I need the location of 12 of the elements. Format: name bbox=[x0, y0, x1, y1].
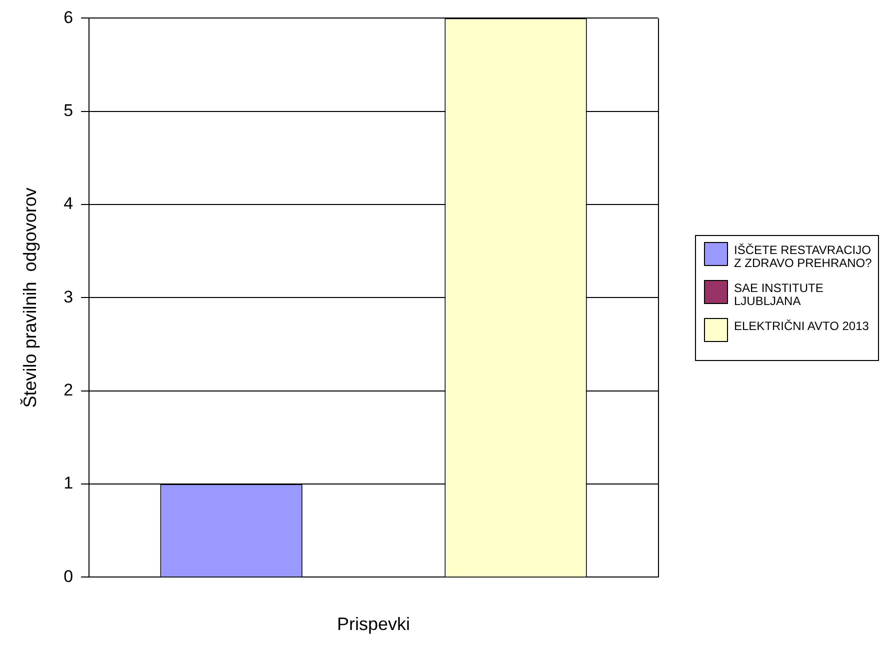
y-tick-label: 0 bbox=[64, 566, 74, 586]
legend-label: ELEKTRIČNI AVTO 2013 bbox=[734, 319, 869, 333]
x-axis-title: Prispevki bbox=[337, 614, 410, 634]
legend-label: IŠČETE RESTAVRACIJO Z ZDRAVO PREHRANO? bbox=[734, 243, 873, 270]
y-axis-title: Število pravilnih odgovorov bbox=[20, 188, 40, 408]
y-tick-label: 1 bbox=[64, 474, 74, 493]
y-tick-label: 5 bbox=[64, 101, 74, 120]
y-tick-label: 2 bbox=[64, 380, 74, 400]
y-tick-label: 3 bbox=[64, 287, 74, 306]
y-tick-label: 6 bbox=[64, 8, 74, 27]
y-tick-label: 4 bbox=[64, 194, 74, 214]
legend-label: SAE INSTITUTE LJUBLJANA bbox=[734, 281, 824, 308]
